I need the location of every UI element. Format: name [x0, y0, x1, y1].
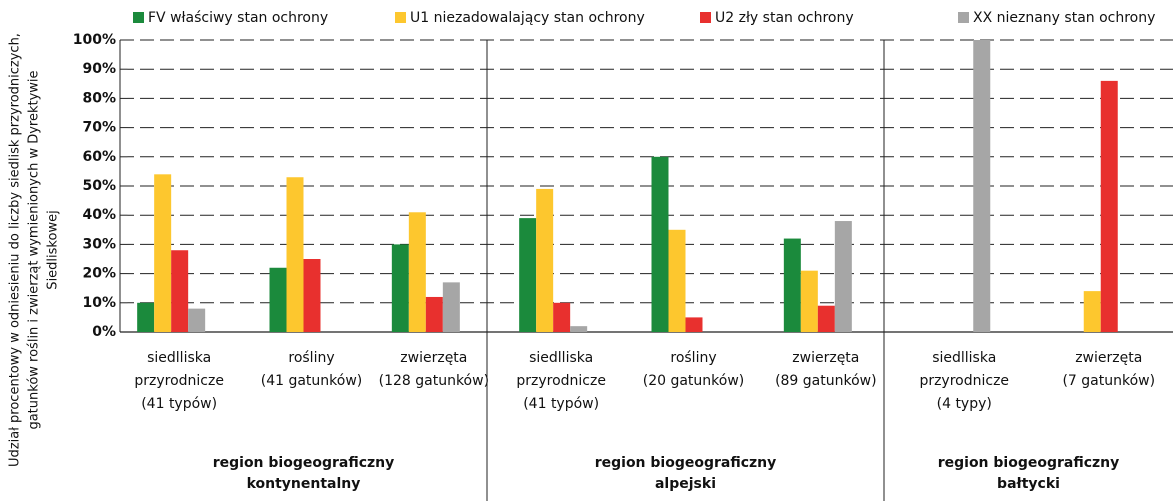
bar: [973, 40, 991, 332]
y-tick-label: 20%: [82, 266, 116, 282]
bar: [137, 302, 155, 332]
legend-swatch: [395, 12, 406, 23]
y-tick-label: 100%: [73, 32, 116, 48]
legend-swatch: [700, 12, 711, 23]
bar: [685, 317, 703, 332]
y-tick-label: 0%: [92, 324, 116, 340]
bar: [171, 250, 189, 332]
x-tick-label: (89 gatunków): [775, 373, 877, 389]
y-axis-title: Udział procentowy w odniesieniu do liczb…: [8, 33, 23, 467]
bar: [1083, 291, 1101, 332]
x-tick-label: przyrodnicze: [134, 373, 224, 389]
legend-label: U2 zły stan ochrony: [715, 10, 854, 26]
y-tick-label: 40%: [82, 207, 116, 223]
x-tick-label: siedlliska: [147, 350, 211, 366]
y-tick-label: 30%: [82, 236, 116, 252]
x-tick-label: (20 gatunków): [643, 373, 745, 389]
y-axis-title: Siedliskowej: [46, 210, 61, 289]
x-tick-label: zwierzęta: [1075, 350, 1142, 366]
x-tick-label: (128 gatunków): [379, 373, 489, 389]
region-label: region biogeograficzny: [213, 455, 395, 471]
bar: [408, 212, 426, 332]
x-tick-label: siedlliska: [932, 350, 996, 366]
bar: [286, 177, 304, 332]
y-tick-label: 50%: [82, 178, 116, 194]
y-tick-label: 60%: [82, 149, 116, 165]
bar: [303, 259, 321, 332]
bar: [651, 156, 669, 332]
x-tick-label: zwierzęta: [400, 350, 467, 366]
region-label: kontynentalny: [247, 476, 361, 492]
bar: [442, 282, 460, 332]
x-tick-label: siedlliska: [529, 350, 593, 366]
legend-label: U1 niezadowalający stan ochrony: [410, 10, 645, 26]
x-tick-label: (41 typów): [141, 396, 217, 412]
bar: [1100, 80, 1118, 332]
bar: [570, 326, 588, 332]
region-label: region biogeograficzny: [595, 455, 777, 471]
x-tick-label: rośliny: [670, 350, 716, 366]
y-tick-label: 70%: [82, 120, 116, 136]
bar: [391, 244, 409, 332]
bar: [536, 188, 554, 332]
y-axis-title: gatunków roślin i zwierząt wymienionych …: [27, 70, 42, 429]
bar: [269, 267, 287, 332]
y-tick-label: 10%: [82, 295, 116, 311]
legend-swatch: [133, 12, 144, 23]
bar: [800, 270, 818, 332]
x-tick-label: (4 typy): [937, 396, 992, 412]
x-tick-label: przyrodnicze: [919, 373, 1009, 389]
y-tick-label: 90%: [82, 61, 116, 77]
bar: [519, 218, 537, 332]
region-label: bałtycki: [997, 476, 1060, 492]
bar: [425, 296, 443, 332]
x-tick-label: (7 gatunków): [1062, 373, 1155, 389]
bar: [154, 174, 172, 332]
bar: [783, 238, 801, 332]
region-label: region biogeograficzny: [938, 455, 1120, 471]
legend-label: XX nieznany stan ochrony: [973, 10, 1155, 26]
bar: [834, 221, 852, 332]
bar: [668, 229, 686, 332]
x-tick-label: zwierzęta: [792, 350, 859, 366]
x-tick-label: rośliny: [288, 350, 334, 366]
y-tick-label: 80%: [82, 90, 116, 106]
region-label: alpejski: [655, 476, 716, 492]
bar: [553, 302, 571, 332]
x-tick-label: (41 typów): [523, 396, 599, 412]
bar: [188, 308, 206, 332]
bar: [817, 305, 835, 332]
legend-label: FV właściwy stan ochrony: [148, 10, 328, 26]
legend-swatch: [958, 12, 969, 23]
x-tick-label: przyrodnicze: [516, 373, 606, 389]
x-tick-label: (41 gatunków): [261, 373, 363, 389]
